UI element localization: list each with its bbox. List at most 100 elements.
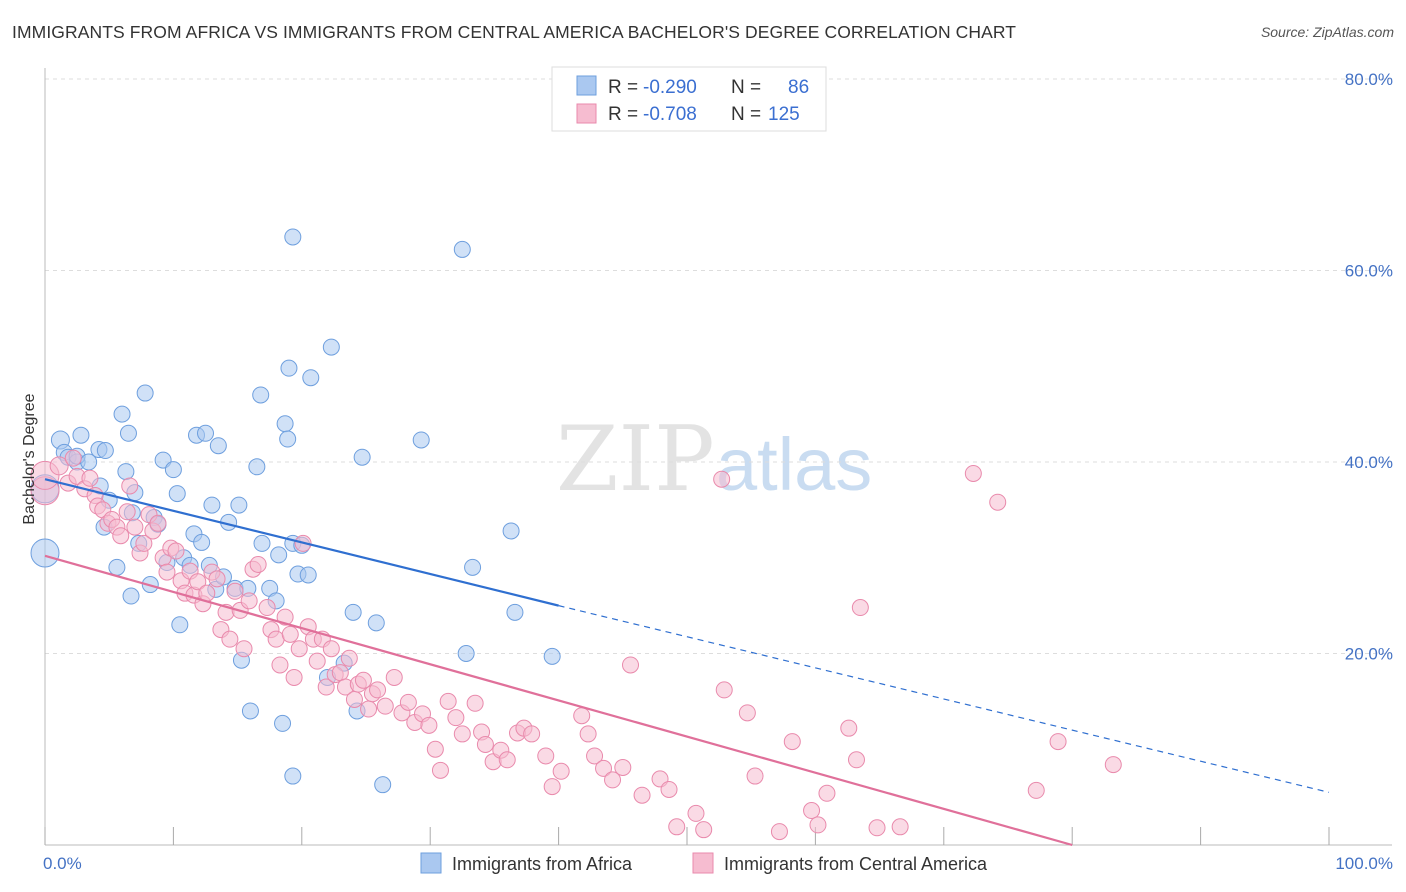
central-america-point xyxy=(543,778,561,796)
central-america-point xyxy=(746,767,764,785)
africa-point xyxy=(280,359,298,377)
bottom-legend-label-africa: Immigrants from Africa xyxy=(452,854,633,874)
africa-point xyxy=(344,603,362,621)
central-america-point xyxy=(579,725,597,743)
africa-point xyxy=(122,587,140,605)
africa-point xyxy=(367,614,385,632)
central-america-point xyxy=(498,751,516,769)
africa-point xyxy=(96,442,114,460)
africa-point xyxy=(136,384,154,402)
x-tick-label-min: 0.0% xyxy=(43,854,82,873)
central-america-point xyxy=(258,599,276,617)
central-america-point xyxy=(713,470,731,488)
central-america-point xyxy=(803,802,821,820)
central-america-point xyxy=(466,694,484,712)
central-america-point xyxy=(149,514,167,532)
africa-point xyxy=(299,566,317,584)
central-america-point xyxy=(118,503,136,521)
central-america-point xyxy=(208,570,226,588)
africa-point xyxy=(464,558,482,576)
central-america-point xyxy=(135,534,153,552)
africa-point xyxy=(113,405,131,423)
legend-r-label-africa: R = xyxy=(608,77,638,98)
central-america-point xyxy=(622,656,640,674)
africa-point xyxy=(117,463,135,481)
central-america-point xyxy=(447,709,465,727)
central-america-point xyxy=(738,704,756,722)
central-america-point xyxy=(668,818,686,836)
central-america-point xyxy=(317,678,335,696)
central-america-point xyxy=(285,668,303,686)
africa-point xyxy=(241,702,259,720)
central-america-point xyxy=(595,759,613,777)
central-america-point xyxy=(112,527,130,545)
africa-point xyxy=(302,369,320,387)
africa-point xyxy=(279,430,297,448)
africa-trend-line xyxy=(44,478,559,607)
legend-r-label-central-america: R = xyxy=(608,104,638,125)
central-america-point xyxy=(49,456,69,476)
legend-r-value-central-america: -0.708 xyxy=(643,104,697,125)
africa-trend-extrapolation xyxy=(558,605,1330,793)
bottom-legend-swatch-africa xyxy=(420,852,442,874)
central-america-point xyxy=(989,493,1007,511)
central-america-trend-line xyxy=(44,554,1073,847)
central-america-point xyxy=(189,573,207,591)
axes xyxy=(44,68,1392,846)
source-label: Source: ZipAtlas.com xyxy=(1260,24,1394,40)
central-america-point xyxy=(158,563,176,581)
central-america-point xyxy=(281,625,299,643)
africa-point xyxy=(203,496,221,514)
central-america-point xyxy=(840,719,858,737)
y-tick-label: 20.0% xyxy=(1345,645,1393,664)
central-america-point xyxy=(426,740,444,758)
legend-n-label-africa: N = xyxy=(731,77,761,98)
central-america-point xyxy=(633,786,651,804)
legend-box xyxy=(551,66,827,132)
central-america-point xyxy=(695,821,713,839)
central-america-point xyxy=(660,780,678,798)
africa-point xyxy=(252,386,270,404)
africa-point xyxy=(374,776,392,794)
bottom-legend-label-central-america: Immigrants from Central America xyxy=(724,854,988,874)
central-america-point xyxy=(267,630,285,648)
central-america-point xyxy=(126,518,144,536)
central-america-point xyxy=(809,816,827,834)
trend-lines xyxy=(44,478,1330,847)
central-america-point xyxy=(537,747,555,765)
bottom-legend: Immigrants from Africa Immigrants from C… xyxy=(420,852,988,874)
central-america-point xyxy=(476,735,494,753)
central-america-point xyxy=(604,771,622,789)
africa-point xyxy=(193,533,211,551)
central-america-point xyxy=(552,762,570,780)
central-america-point xyxy=(345,690,363,708)
central-america-point xyxy=(851,599,869,617)
central-america-point xyxy=(340,649,358,667)
central-america-point xyxy=(81,469,99,487)
y-tick-label: 40.0% xyxy=(1345,453,1393,472)
central-america-point xyxy=(614,758,632,776)
africa-point xyxy=(72,426,90,444)
africa-point xyxy=(253,534,271,552)
central-america-point xyxy=(290,640,308,658)
africa-point xyxy=(108,558,126,576)
x-tick-label-max: 100.0% xyxy=(1335,854,1393,873)
central-america-point xyxy=(783,733,801,751)
central-america-point xyxy=(1027,781,1045,799)
africa-point xyxy=(284,228,302,246)
central-america-point xyxy=(399,693,417,711)
central-america-point xyxy=(431,761,449,779)
central-america-point xyxy=(221,630,239,648)
central-america-point xyxy=(331,664,349,682)
africa-point xyxy=(412,431,430,449)
central-america-point xyxy=(308,652,326,670)
africa-point xyxy=(119,424,137,442)
legend-swatch-central-america xyxy=(576,103,597,124)
africa-point xyxy=(284,767,302,785)
central-america-point xyxy=(868,819,886,837)
central-america-point xyxy=(1104,756,1122,774)
central-america-point xyxy=(818,784,836,802)
y-tick-label: 80.0% xyxy=(1345,70,1393,89)
central-america-point xyxy=(453,725,471,743)
central-america-point xyxy=(523,725,541,743)
